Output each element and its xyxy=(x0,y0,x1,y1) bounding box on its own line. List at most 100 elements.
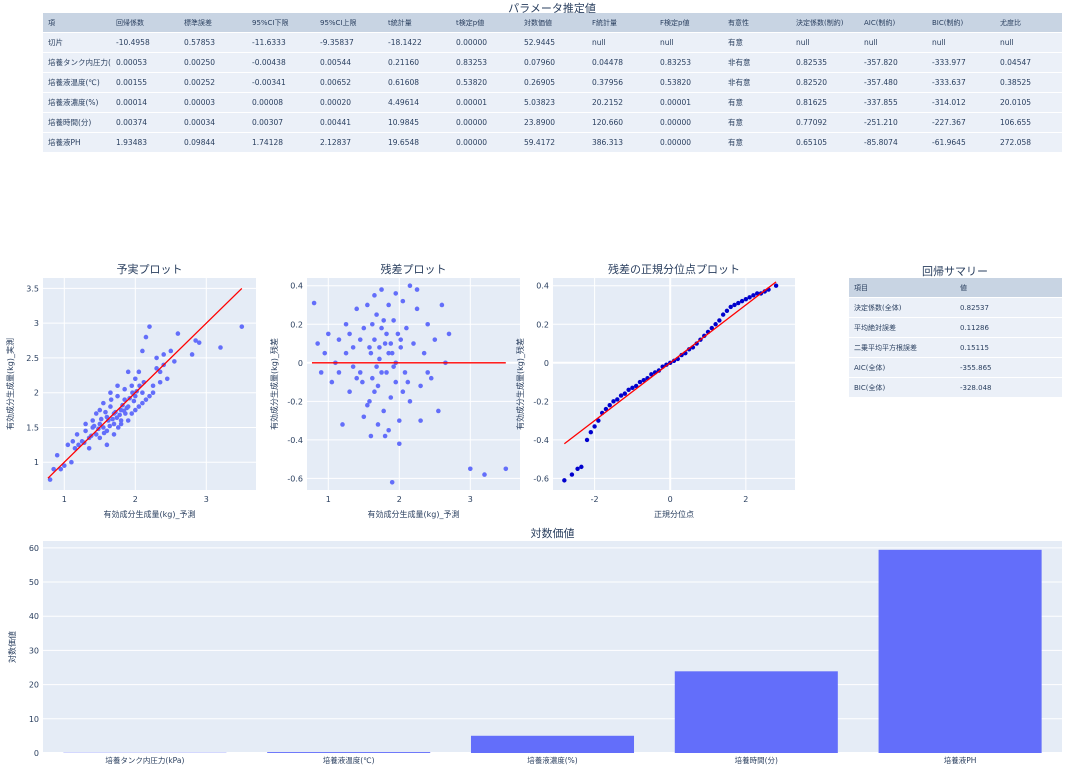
pred-actual-y-axis-label: 有効成分生成量(kg)_実測 xyxy=(5,338,15,430)
pred-actual-x-axis-label: 有効成分生成量(kg)_予測 xyxy=(104,509,196,519)
residual-point xyxy=(377,345,382,350)
residual-point xyxy=(425,321,431,327)
qq-fit-line xyxy=(563,281,777,445)
pred-actual-point xyxy=(97,435,103,441)
residual-point xyxy=(329,379,335,385)
residual-point xyxy=(388,341,394,346)
pred-actual-point xyxy=(70,439,76,444)
pred-actual-point xyxy=(51,466,56,472)
pred-actual-point xyxy=(218,345,223,350)
residual-point xyxy=(418,383,423,389)
pred-actual-point xyxy=(114,415,120,421)
residual-point xyxy=(407,283,413,289)
qq-x-tick-label: 2 xyxy=(743,495,748,504)
residual-x-tick-label: 1 xyxy=(326,495,331,504)
qq-point xyxy=(671,358,677,364)
qq-point xyxy=(579,464,584,470)
param-header-cell: 95%CI下限 xyxy=(247,13,315,33)
residual-point xyxy=(372,293,377,298)
residual-point xyxy=(379,370,384,375)
pred-actual-y-tick-label: 2.5 xyxy=(26,354,39,363)
param-cell: null xyxy=(791,32,859,53)
residual-point xyxy=(372,337,377,342)
residual-point xyxy=(468,466,473,472)
residual-point xyxy=(368,433,374,439)
param-cell: 有意 xyxy=(723,32,791,53)
residual-title: 残差プロット xyxy=(381,262,447,276)
qq-point xyxy=(622,391,628,396)
param-header-cell: 対数価値 xyxy=(519,13,587,33)
pred-actual-point xyxy=(129,411,135,416)
qq-point xyxy=(683,350,688,356)
qq-point xyxy=(754,291,760,296)
param-cell: 19.6548 xyxy=(383,132,451,152)
param-cell: 0.77092 xyxy=(791,112,859,133)
residual-point xyxy=(421,350,427,356)
param-row: 培養液濃度(%) 0.00014 0.00003 0.00008 0.00020 4.49… xyxy=(43,92,1062,113)
residual-point xyxy=(482,472,487,477)
summary-row: BIC(全体) -328.048 xyxy=(849,377,1062,397)
pred-actual-point xyxy=(150,390,156,395)
pred-actual-point xyxy=(74,432,80,437)
residual-point xyxy=(374,364,379,369)
residual-point xyxy=(386,427,391,433)
param-cell: 0.53820 xyxy=(655,72,723,93)
summary-cell: BIC(全体) xyxy=(849,377,955,397)
summary-cell: -328.048 xyxy=(955,377,1062,397)
pred-actual-point xyxy=(150,383,156,389)
param-cell: null xyxy=(927,32,995,53)
pred-actual-point xyxy=(125,369,131,375)
qq-point xyxy=(645,376,650,381)
param-cell: -0.00341 xyxy=(247,72,315,93)
residual-point xyxy=(379,325,384,331)
qq-point xyxy=(615,397,620,402)
pred-actual-y-tick-label: 2 xyxy=(34,389,39,398)
param-cell: 10.9845 xyxy=(383,112,451,133)
param-header-cell: AIC(制約) xyxy=(859,13,927,33)
residual-point xyxy=(407,399,413,404)
qq-point xyxy=(668,360,673,365)
pred-actual-point xyxy=(172,359,177,364)
param-cell: 0.00001 xyxy=(655,92,723,113)
summary-row: 平均絶対誤差 0.11286 xyxy=(849,317,1062,338)
residual-point xyxy=(374,312,379,317)
summary-cell: -355.865 xyxy=(955,357,1062,378)
qq-point xyxy=(664,362,669,367)
qq-point xyxy=(562,478,567,483)
qq-point xyxy=(630,385,635,391)
summary-header-cell: 項目 xyxy=(849,278,955,298)
qq-point xyxy=(618,393,624,398)
qq-point xyxy=(596,418,601,423)
param-cell: 培養時間(分) xyxy=(43,112,111,133)
param-cell: null xyxy=(587,32,655,53)
qq-point xyxy=(652,370,658,375)
param-header-cell: 有意性 xyxy=(723,13,791,33)
param-cell: 0.04478 xyxy=(587,52,655,73)
pred-actual-point xyxy=(97,421,103,427)
residual-point xyxy=(402,370,408,375)
param-cell: 20.0105 xyxy=(995,92,1062,113)
param-cell: 0.81625 xyxy=(791,92,859,113)
residual-point xyxy=(384,370,389,375)
param-cell: 0.00003 xyxy=(179,92,247,113)
qq-point xyxy=(660,364,665,369)
residual-point xyxy=(393,291,399,296)
param-cell: 0.07960 xyxy=(519,52,587,73)
residual-point xyxy=(425,370,431,375)
log-value-y-tick-label: 20 xyxy=(29,681,39,690)
pred-actual-x-tick-label: 2 xyxy=(133,495,138,504)
param-cell: 0.09844 xyxy=(179,132,247,152)
param-table-title: パラメータ推定値 xyxy=(508,2,596,15)
qq-point xyxy=(732,302,737,308)
residual-point xyxy=(404,325,409,331)
log-value-x-tick-label: 培養タンク内圧力(kPa) xyxy=(105,755,184,765)
residual-point xyxy=(375,383,381,389)
summary-cell: 0.82537 xyxy=(955,297,1062,318)
residual-point xyxy=(397,441,402,447)
param-cell: -357.820 xyxy=(859,52,927,73)
param-cell: 切片 xyxy=(43,32,111,53)
pred-actual-point xyxy=(189,352,195,357)
residual-point xyxy=(395,331,401,337)
residual-point xyxy=(375,422,381,427)
pred-actual-point xyxy=(106,418,111,423)
